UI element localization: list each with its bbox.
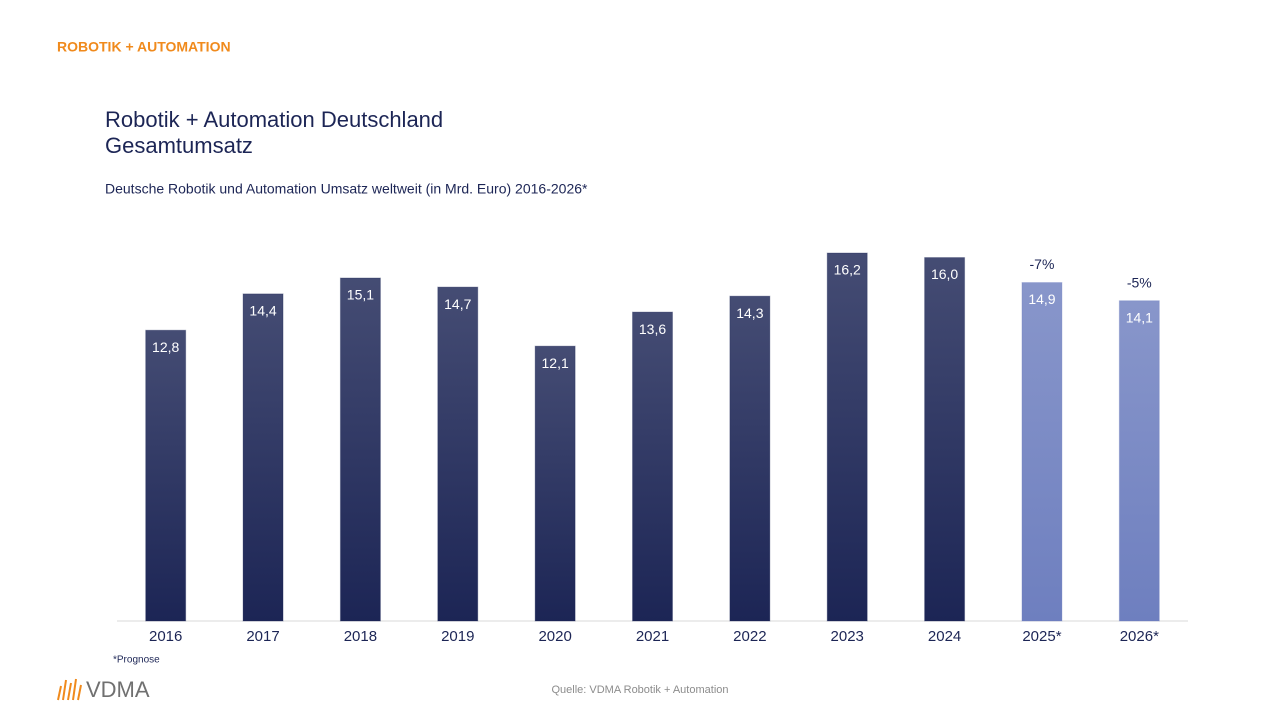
value-label: 14,3 — [736, 305, 763, 321]
x-tick-label: 2025* — [1022, 628, 1061, 645]
bar — [145, 329, 187, 622]
bar — [242, 293, 284, 622]
value-label: 16,0 — [931, 266, 958, 282]
bar — [339, 277, 381, 622]
value-label: 15,1 — [347, 287, 374, 303]
change-label: -7% — [1030, 256, 1055, 272]
bar — [924, 257, 966, 622]
chart-subtitle: Deutsche Robotik und Automation Umsatz w… — [105, 181, 588, 197]
value-label: 14,4 — [249, 303, 276, 319]
value-label: 12,1 — [542, 355, 569, 371]
bar — [534, 345, 576, 622]
source: Quelle: VDMA Robotik + Automation — [551, 684, 728, 696]
footnote: *Prognose — [113, 655, 160, 666]
change-label: -5% — [1127, 274, 1152, 290]
x-tick-label: 2026* — [1120, 628, 1159, 645]
chart-title: Robotik + Automation Deutschland — [105, 107, 443, 132]
value-label: 14,9 — [1028, 291, 1055, 307]
logo: VDMA — [57, 677, 150, 702]
bar — [729, 295, 771, 622]
x-tick-label: 2024 — [928, 628, 961, 645]
x-tick-label: 2018 — [344, 628, 377, 645]
value-label: 16,2 — [834, 262, 861, 278]
x-tick-label: 2016 — [149, 628, 182, 645]
bar — [1021, 282, 1063, 622]
x-tick-label: 2017 — [246, 628, 279, 645]
bar — [437, 286, 479, 622]
header: ROBOTIK + AUTOMATION — [57, 39, 231, 55]
bar — [632, 311, 673, 622]
value-label: 12,8 — [152, 339, 179, 355]
chart-title: Gesamtumsatz — [105, 133, 253, 158]
value-label: 14,7 — [444, 296, 471, 312]
value-label: 13,6 — [639, 321, 666, 337]
bar — [1118, 300, 1160, 622]
x-tick-label: 2020 — [538, 628, 571, 645]
bar — [826, 252, 868, 622]
x-tick-label: 2019 — [441, 628, 474, 645]
logo-text: VDMA — [86, 677, 150, 702]
x-tick-label: 2022 — [733, 628, 766, 645]
value-label: 14,1 — [1126, 309, 1153, 325]
x-tick-label: 2023 — [831, 628, 864, 645]
x-tick-label: 2021 — [636, 628, 669, 645]
